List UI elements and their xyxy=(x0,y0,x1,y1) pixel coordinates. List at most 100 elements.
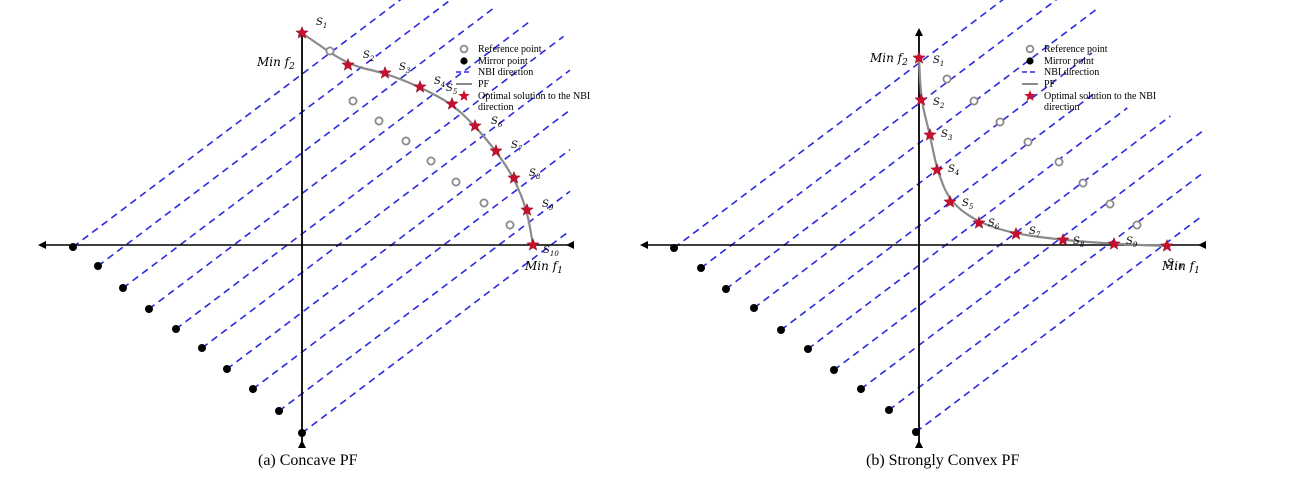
mirror-point xyxy=(145,305,153,313)
mirror-point xyxy=(912,428,920,436)
solution-label: S1 xyxy=(316,17,327,30)
legend-reference-symbol xyxy=(1025,44,1035,54)
legend-optimal-label: Optimal solution to the NBI xyxy=(1044,91,1156,102)
nbi-direction-line xyxy=(860,130,1203,390)
solution-label: S6 xyxy=(491,116,503,129)
solution-label: S5 xyxy=(962,198,974,211)
reference-point xyxy=(1078,178,1088,188)
nbi-direction-line xyxy=(753,52,1093,309)
legend-reference-symbol xyxy=(459,44,469,54)
legend-nbi-label: NBI direction xyxy=(478,67,533,78)
nbi-direction-line xyxy=(673,0,1004,249)
mirror-point xyxy=(275,407,283,415)
mirror-point xyxy=(722,285,730,293)
optimal-solution-star xyxy=(1107,236,1121,250)
mirror-point xyxy=(94,262,102,270)
optimal-solution-star xyxy=(972,215,986,229)
pf-curve xyxy=(917,57,1168,248)
reference-point xyxy=(1054,157,1064,167)
y-axis-label: Min f2 xyxy=(869,51,908,68)
reference-point xyxy=(426,156,436,166)
x-axis-label: Min f1 xyxy=(1161,259,1200,276)
reference-point xyxy=(401,136,411,146)
legend-optimal-label-line2: direction xyxy=(478,102,514,113)
nbi-direction-line xyxy=(278,190,571,412)
solution-label: S4 xyxy=(948,164,959,177)
reference-point xyxy=(374,116,384,126)
solution-label: S7 xyxy=(1029,226,1041,239)
optimal-solution-star xyxy=(445,96,459,110)
solution-label: S2 xyxy=(933,97,945,110)
optimal-solution-star xyxy=(468,118,482,132)
reference-point xyxy=(451,177,461,187)
solution-label: S7 xyxy=(511,140,523,153)
legend-optimal-symbol xyxy=(1024,90,1036,101)
legend-mirror-label: Mirror point xyxy=(478,56,528,67)
mirror-point xyxy=(697,264,705,272)
nbi-direction-line xyxy=(807,107,1128,350)
legend-mirror-symbol xyxy=(1026,57,1034,65)
optimal-solution-star xyxy=(923,127,937,141)
mirror-point xyxy=(885,406,893,414)
nbi-direction-line xyxy=(122,6,496,289)
optimal-solution-star xyxy=(526,237,540,251)
reference-point xyxy=(995,117,1005,127)
pf-curve xyxy=(301,32,535,246)
nbi-direction-line xyxy=(72,0,402,248)
solution-label: S10 xyxy=(543,245,559,258)
nbi-direction-line xyxy=(888,173,1203,411)
solution-label: S8 xyxy=(529,168,541,181)
optimal-solution-star xyxy=(943,194,957,208)
legend-nbi-label: NBI direction xyxy=(1044,67,1099,78)
solution-label: S8 xyxy=(1073,236,1085,249)
solution-label: S1 xyxy=(933,55,944,68)
mirror-points xyxy=(670,244,920,436)
mirror-point xyxy=(670,244,678,252)
solution-label: S6 xyxy=(988,218,1000,231)
nbi-direction-line xyxy=(915,215,1203,433)
nbi-direction-line xyxy=(97,0,449,267)
nbi-direction-line xyxy=(201,69,571,349)
solution-label: S10 xyxy=(1167,258,1183,271)
caption-strongly-convex: (b) Strongly Convex PF xyxy=(866,452,1020,469)
caption-concave: (a) Concave PF xyxy=(258,452,358,469)
solution-label: S3 xyxy=(399,62,411,75)
mirror-point xyxy=(830,366,838,374)
reference-points xyxy=(942,74,1142,230)
mirror-point xyxy=(777,326,785,334)
legend-optimal-symbol xyxy=(458,90,470,101)
mirror-point xyxy=(804,345,812,353)
mirror-point xyxy=(223,365,231,373)
panel-strongly-convex: S1 S2 S3 S4 S5 S6 S7 S8 S9 S10 Min f2 Min f1 Referen… xyxy=(640,0,1206,448)
solution-label: S5 xyxy=(446,83,458,96)
legend-pf-label: PF xyxy=(1044,79,1056,90)
optimal-solution-star xyxy=(341,57,355,71)
optimal-solution-star xyxy=(295,25,309,39)
y-axis-label: Min f2 xyxy=(256,55,295,72)
optimal-solution-star xyxy=(413,79,427,93)
legend-optimal-label-line2: direction xyxy=(1044,102,1080,113)
optimal-solution-star xyxy=(520,202,534,216)
nbi-direction-line xyxy=(780,90,1098,331)
solution-label: S9 xyxy=(1126,236,1138,249)
mirror-point xyxy=(298,429,306,437)
optimal-solution-star xyxy=(914,92,928,106)
optimal-solution-star xyxy=(1009,226,1023,240)
legend-reference-label: Reference point xyxy=(478,44,542,55)
mirror-point xyxy=(857,385,865,393)
optimal-solution-star xyxy=(378,65,392,79)
legend-pf-label: PF xyxy=(478,79,490,90)
mirror-point xyxy=(172,325,180,333)
reference-point xyxy=(942,74,952,84)
reference-point xyxy=(1105,199,1115,209)
panel-concave: S1 S2 S3 S4 S5 S6 S7 S8 S9 S10 Min f2 Min f1 Referen… xyxy=(38,0,590,448)
reference-point xyxy=(505,220,515,230)
mirror-point xyxy=(750,304,758,312)
optimal-solution-star xyxy=(489,143,503,157)
legend-mirror-label: Mirror point xyxy=(1044,56,1094,67)
